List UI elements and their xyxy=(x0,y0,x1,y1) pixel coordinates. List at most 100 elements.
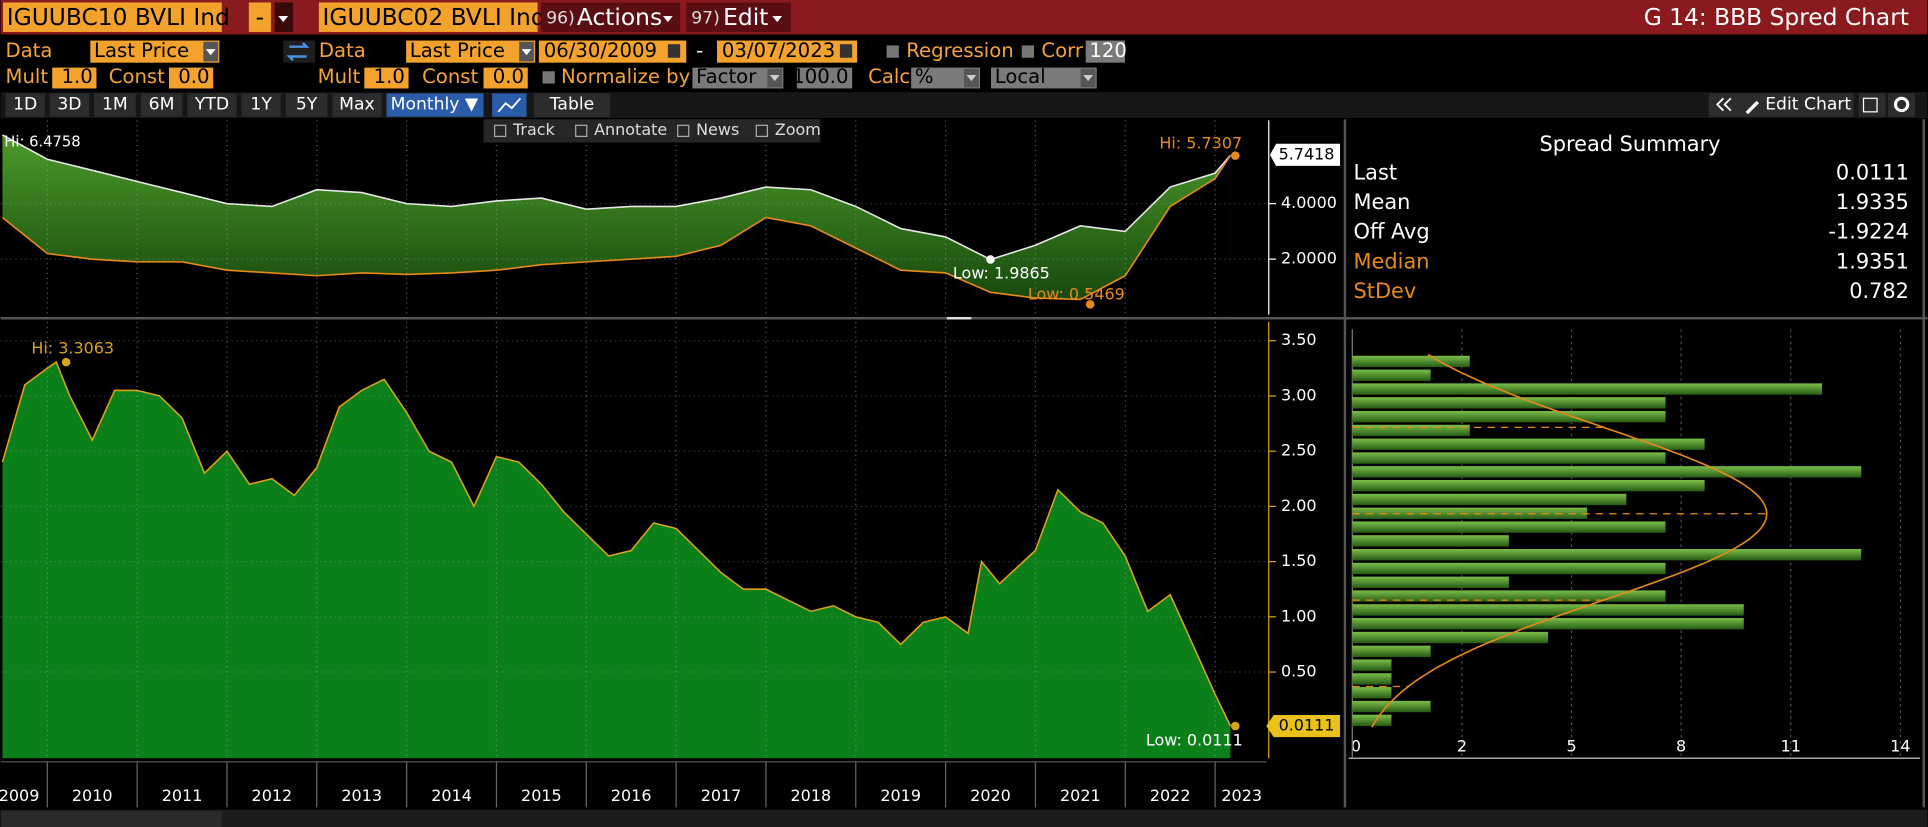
period-button[interactable] xyxy=(332,93,382,117)
table-button[interactable] xyxy=(533,93,611,117)
label: Local xyxy=(995,65,1046,88)
label: Actions xyxy=(577,3,662,31)
label[interactable]: Edit Chart xyxy=(1765,94,1851,114)
settings-button[interactable] xyxy=(1888,93,1916,117)
tool-icon[interactable] xyxy=(493,124,507,138)
checkbox[interactable] xyxy=(1021,45,1035,58)
period-label[interactable]: 6M xyxy=(149,94,175,114)
pencil-icon xyxy=(1745,100,1760,115)
last-marker xyxy=(1230,721,1240,731)
field[interactable] xyxy=(406,40,536,63)
period-button[interactable] xyxy=(5,93,45,117)
hi-marker xyxy=(61,357,71,367)
label: 06/30/2009 xyxy=(544,39,657,62)
histogram-bar xyxy=(1352,369,1431,381)
x-tick-label: 5 xyxy=(1566,737,1576,756)
histogram-bar xyxy=(1352,590,1666,602)
period-button[interactable] xyxy=(140,93,183,117)
x-tick-label: 2017 xyxy=(701,786,742,805)
actions-menu[interactable] xyxy=(541,2,681,32)
field[interactable] xyxy=(483,67,528,89)
field[interactable] xyxy=(52,67,97,89)
annotation: Low: 1.9865 xyxy=(953,264,1050,283)
x-tick-label: 14 xyxy=(1890,737,1910,756)
last-value: 5.7418 xyxy=(1279,144,1335,163)
field[interactable] xyxy=(911,67,980,89)
gear-icon xyxy=(1893,96,1910,113)
security-field[interactable] xyxy=(3,2,222,32)
tool-button[interactable]: News xyxy=(696,120,739,139)
series-line xyxy=(1,155,1232,301)
summary-value: 0.0111 xyxy=(1836,160,1909,184)
checkbox[interactable] xyxy=(886,45,899,58)
tool-icon[interactable] xyxy=(755,124,769,138)
label: Const xyxy=(422,65,478,88)
date-field[interactable] xyxy=(538,40,687,63)
period-label[interactable]: 1Y xyxy=(250,94,272,114)
x-tick-label: 2022 xyxy=(1150,786,1191,805)
tool-button[interactable]: Annotate xyxy=(594,120,667,139)
label: 96) xyxy=(546,8,575,28)
annotation: Low: 0.0111 xyxy=(1146,730,1243,749)
field[interactable] xyxy=(991,67,1097,89)
field[interactable] xyxy=(796,67,853,89)
dropdown-arrow xyxy=(521,49,532,56)
period-label[interactable]: 5Y xyxy=(296,94,318,114)
period-button[interactable] xyxy=(285,93,328,117)
period-button[interactable] xyxy=(93,93,136,117)
period-label[interactable]: 1D xyxy=(13,94,37,114)
period-button[interactable] xyxy=(187,93,237,117)
x-tick-label: 2015 xyxy=(521,786,562,805)
security-field[interactable] xyxy=(318,2,538,32)
frequency-button[interactable] xyxy=(386,93,484,117)
swap-icon[interactable] xyxy=(283,40,316,63)
y-tick-label: 3.00 xyxy=(1281,385,1317,404)
chart-toolbar xyxy=(483,119,821,143)
summary-value: 1.9335 xyxy=(1836,190,1909,214)
histogram-bar xyxy=(1352,535,1509,547)
summary-value: 1.9351 xyxy=(1836,249,1909,273)
operator-field[interactable] xyxy=(248,2,271,32)
period-label[interactable]: Max xyxy=(339,94,375,114)
period-button[interactable] xyxy=(49,93,90,117)
y-tick-label: 3.50 xyxy=(1281,330,1317,349)
field[interactable] xyxy=(692,67,784,89)
label: 97) xyxy=(691,8,720,28)
label: % xyxy=(915,65,934,88)
tool-button[interactable]: Track xyxy=(512,120,556,139)
tool-button[interactable]: Zoom xyxy=(775,120,821,139)
period-button[interactable] xyxy=(241,93,281,117)
screen-title: G 14: BBB Spred Chart xyxy=(1644,3,1909,31)
y-tick-label: 2.0000 xyxy=(1281,249,1337,268)
label[interactable]: Table xyxy=(549,94,594,114)
checkbox[interactable] xyxy=(542,71,555,84)
field[interactable] xyxy=(90,40,220,63)
field[interactable] xyxy=(364,67,409,89)
label: Regression xyxy=(906,39,1014,62)
x-tick-label: 2011 xyxy=(162,786,203,805)
x-tick-label: 0 xyxy=(1351,737,1361,756)
low-marker xyxy=(1085,300,1095,309)
summary-label: Median xyxy=(1354,249,1430,273)
date-field[interactable] xyxy=(717,40,858,63)
status-cell xyxy=(0,811,222,827)
tool-icon[interactable] xyxy=(575,124,588,138)
period-label[interactable]: 3D xyxy=(57,94,81,114)
dropdown-arrow xyxy=(1083,74,1094,82)
histogram-bar xyxy=(1352,659,1392,671)
field[interactable] xyxy=(1085,40,1125,63)
period-label[interactable]: YTD xyxy=(194,94,229,114)
summary-label: Last xyxy=(1354,160,1397,184)
label: Normalize by xyxy=(561,65,691,88)
label: Edit xyxy=(723,3,768,31)
edit-chart-button[interactable] xyxy=(1708,93,1854,117)
tool-icon[interactable] xyxy=(677,124,690,138)
label[interactable]: Monthly ▼ xyxy=(391,94,479,114)
edit-icon-button[interactable] xyxy=(1858,93,1886,117)
field[interactable] xyxy=(168,67,214,89)
histogram-bar xyxy=(1352,410,1666,423)
period-label[interactable]: 1M xyxy=(102,94,128,114)
histogram-bar xyxy=(1352,645,1431,658)
histogram-bar xyxy=(1352,397,1666,409)
